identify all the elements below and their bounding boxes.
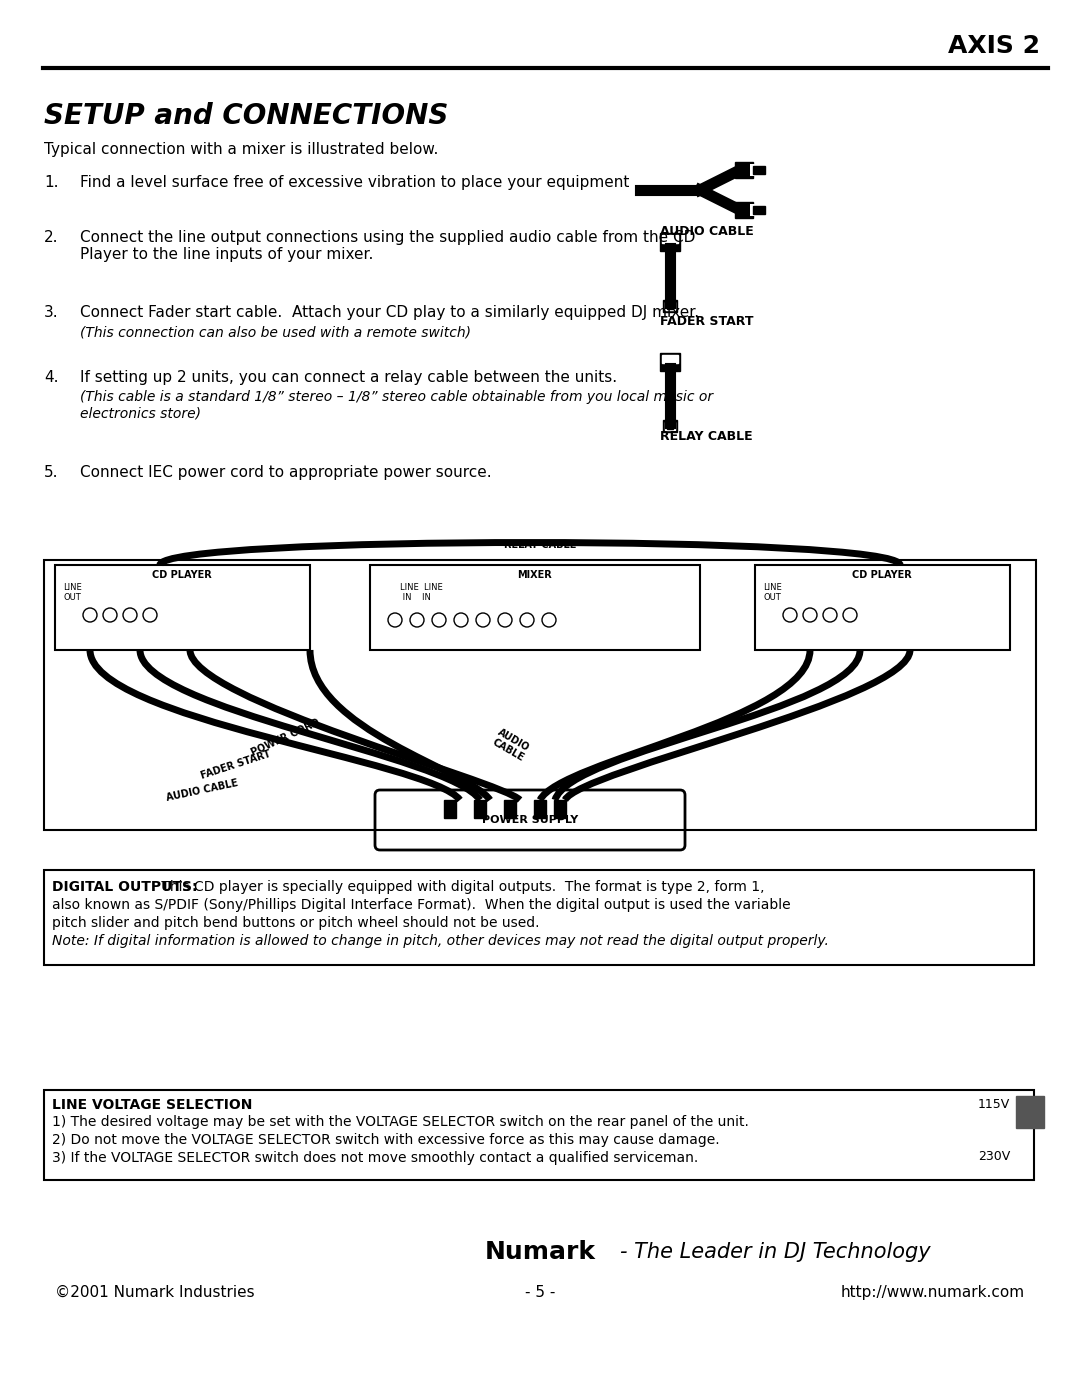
Text: 5.: 5. — [44, 465, 58, 481]
Bar — [735, 203, 753, 218]
Bar — [663, 300, 677, 312]
Bar — [750, 204, 765, 217]
Text: SETUP and CONNECTIONS: SETUP and CONNECTIONS — [44, 102, 448, 130]
Bar — [755, 564, 1010, 650]
Text: FADER START: FADER START — [200, 749, 272, 781]
Text: AUDIO
CABLE: AUDIO CABLE — [490, 726, 531, 763]
Text: 2.: 2. — [44, 231, 58, 244]
Text: DIGITAL OUTPUTS:: DIGITAL OUTPUTS: — [52, 880, 198, 894]
Text: (This cable is a standard 1/8” stereo – 1/8” stereo cable obtainable from you lo: (This cable is a standard 1/8” stereo – … — [80, 390, 713, 420]
Bar — [370, 564, 700, 650]
Bar — [660, 353, 680, 372]
Text: LINE
OUT: LINE OUT — [63, 583, 82, 602]
Bar — [663, 420, 677, 432]
Bar — [662, 355, 678, 363]
Bar — [534, 800, 546, 819]
Text: pitch slider and pitch bend buttons or pitch wheel should not be used.: pitch slider and pitch bend buttons or p… — [52, 916, 540, 930]
Bar — [444, 800, 456, 819]
Text: also known as S/PDIF (Sony/Phillips Digital Interface Format).  When the digital: also known as S/PDIF (Sony/Phillips Digi… — [52, 898, 791, 912]
Bar — [44, 870, 1034, 965]
Text: LINE  LINE
 IN    IN: LINE LINE IN IN — [400, 583, 443, 602]
Text: ©2001 Numark Industries: ©2001 Numark Industries — [55, 1285, 255, 1301]
Text: CD PLAYER: CD PLAYER — [852, 570, 912, 580]
Bar — [660, 233, 680, 251]
Text: 2) Do not move the VOLTAGE SELECTOR switch with excessive force as this may caus: 2) Do not move the VOLTAGE SELECTOR swit… — [52, 1133, 719, 1147]
Text: Connect the line output connections using the supplied audio cable from the CD
P: Connect the line output connections usin… — [80, 231, 696, 263]
Text: LINE VOLTAGE SELECTION: LINE VOLTAGE SELECTION — [52, 1098, 253, 1112]
Text: AUDIO CABLE: AUDIO CABLE — [165, 778, 239, 802]
Text: 1.: 1. — [44, 175, 58, 190]
Bar — [667, 303, 673, 309]
Text: Note: If digital information is allowed to change in pitch, other devices may no: Note: If digital information is allowed … — [52, 935, 828, 949]
Text: POWER CORD: POWER CORD — [249, 718, 322, 759]
Bar — [662, 235, 678, 243]
Text: CD PLAYER: CD PLAYER — [152, 570, 212, 580]
Text: Typical connection with a mixer is illustrated below.: Typical connection with a mixer is illus… — [44, 142, 438, 156]
Bar — [554, 800, 566, 819]
Text: MIXER: MIXER — [517, 570, 552, 580]
Bar — [753, 166, 765, 175]
Text: RELAY CABLE: RELAY CABLE — [660, 430, 753, 443]
Text: RELAY CABLE: RELAY CABLE — [503, 541, 577, 550]
Text: 4.: 4. — [44, 370, 58, 386]
Text: 230V: 230V — [977, 1150, 1010, 1162]
Bar — [44, 560, 1036, 830]
Bar — [665, 422, 675, 430]
Text: 3) If the VOLTAGE SELECTOR switch does not move smoothly contact a qualified ser: 3) If the VOLTAGE SELECTOR switch does n… — [52, 1151, 699, 1165]
Bar — [667, 423, 673, 429]
Text: Connect IEC power cord to appropriate power source.: Connect IEC power cord to appropriate po… — [80, 465, 491, 481]
Bar — [504, 800, 516, 819]
Text: - The Leader in DJ Technology: - The Leader in DJ Technology — [620, 1242, 931, 1261]
Bar — [1016, 1097, 1044, 1127]
Text: AXIS 2: AXIS 2 — [948, 34, 1040, 59]
Text: FADER START: FADER START — [660, 314, 754, 328]
Bar — [753, 205, 765, 214]
Bar — [665, 302, 675, 310]
Bar — [474, 800, 486, 819]
Text: LINE
OUT: LINE OUT — [762, 583, 782, 602]
Text: POWER SUPPLY: POWER SUPPLY — [482, 814, 578, 826]
Bar — [750, 163, 765, 176]
Text: (This connection can also be used with a remote switch): (This connection can also be used with a… — [80, 326, 471, 339]
Text: - 5 -: - 5 - — [525, 1285, 555, 1301]
Text: Connect Fader start cable.  Attach your CD play to a similarly equipped DJ mixer: Connect Fader start cable. Attach your C… — [80, 305, 699, 320]
Bar — [55, 564, 310, 650]
Text: 1) The desired voltage may be set with the VOLTAGE SELECTOR switch on the rear p: 1) The desired voltage may be set with t… — [52, 1115, 748, 1129]
Text: This CD player is specially equipped with digital outputs.  The format is type 2: This CD player is specially equipped wit… — [157, 880, 765, 894]
Text: 115V: 115V — [977, 1098, 1010, 1111]
Bar — [44, 1090, 1034, 1180]
Text: AUDIO CABLE: AUDIO CABLE — [660, 225, 754, 237]
Text: Numark: Numark — [485, 1241, 595, 1264]
Text: Find a level surface free of excessive vibration to place your equipment: Find a level surface free of excessive v… — [80, 175, 630, 190]
Text: http://www.numark.com: http://www.numark.com — [841, 1285, 1025, 1301]
Text: If setting up 2 units, you can connect a relay cable between the units.: If setting up 2 units, you can connect a… — [80, 370, 617, 386]
Bar — [735, 162, 753, 177]
Text: 3.: 3. — [44, 305, 58, 320]
